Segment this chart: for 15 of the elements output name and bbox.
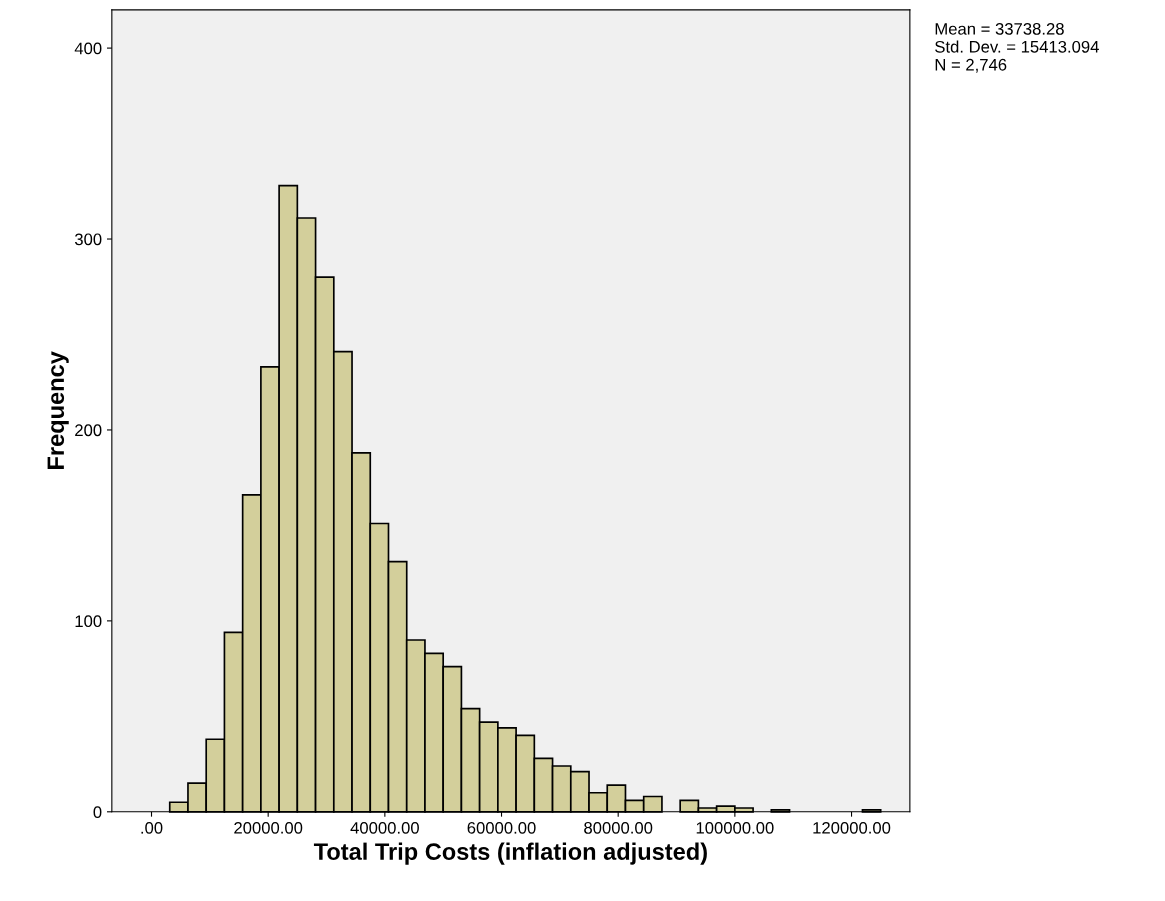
x-axis-title: Total Trip Costs (inflation adjusted) (313, 842, 707, 865)
text: Mean = 33738.28 Std. Dev. = 15413.094 N = 2,746 (935, 22, 1099, 73)
x-tick-label: 20000.00 (234, 821, 303, 834)
x-tick-label: 60000.00 (467, 821, 536, 834)
y-tick-label: 300 (74, 233, 102, 246)
y-tick-label: 200 (75, 424, 102, 437)
y-tick-label: 100 (75, 615, 102, 628)
y-tick-label: 0 (93, 806, 102, 818)
y-tick-label: 400 (74, 42, 102, 55)
x-tick-label: .00 (141, 821, 163, 834)
y-axis-title: Frequency (47, 351, 69, 469)
x-tick-label: 80000.00 (584, 821, 653, 834)
x-tick-label: 100000.00 (696, 821, 774, 834)
x-tick-label: 120000.00 (813, 821, 891, 834)
x-tick-label: 40000.00 (350, 821, 419, 834)
